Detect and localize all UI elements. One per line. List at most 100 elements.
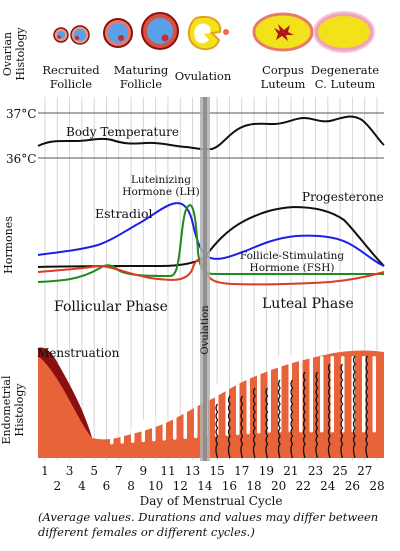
stage-label-degenerate-2: C. Luteum <box>315 77 376 91</box>
endometrial-gland <box>173 404 177 440</box>
endometrial-gland <box>246 368 250 435</box>
day-label-5: 5 <box>90 464 98 478</box>
spiral-artery <box>315 371 319 459</box>
endometrial-gland <box>320 356 324 433</box>
ovulating-follicle <box>188 16 229 51</box>
stage-label-maturing: Maturing <box>114 63 169 77</box>
day-label-26: 26 <box>345 479 360 493</box>
day-label-8: 8 <box>127 479 135 493</box>
fsh-label-line1: Follicle-Stimulating <box>240 250 345 262</box>
day-label-15: 15 <box>210 464 225 478</box>
stage-label-ovulation: Ovulation <box>175 69 232 83</box>
stage-label-recruited-2: Follicle <box>50 77 92 91</box>
day-axis-title: Day of Menstrual Cycle <box>140 494 283 508</box>
ovarian-histology-axis-label: Ovarian Histology <box>1 27 27 81</box>
endometrial-histology-axis-label: Endometrial Histology <box>0 375 26 444</box>
svg-text:Histology: Histology <box>13 383 26 437</box>
stage-label-maturing-2: Follicle <box>120 77 162 91</box>
endometrial-gland <box>162 409 166 441</box>
day-label-12: 12 <box>173 479 188 493</box>
estradiol-label: Estradiol <box>95 206 153 221</box>
day-label-17: 17 <box>234 464 249 478</box>
figure-caption: (Average values. Durations and values ma… <box>38 510 379 539</box>
day-label-6: 6 <box>103 479 111 493</box>
day-label-18: 18 <box>246 479 261 493</box>
day-label-3: 3 <box>66 464 74 478</box>
fsh-label-line2: Hormone (FSH) <box>250 262 335 274</box>
day-label-25: 25 <box>332 464 347 478</box>
lh-label-line2: Hormone (LH) <box>122 186 199 198</box>
endometrium <box>38 347 384 459</box>
endometrial-lining <box>38 350 384 458</box>
day-label-1: 1 <box>41 464 49 478</box>
spiral-artery <box>215 403 219 459</box>
day-label-22: 22 <box>296 479 311 493</box>
day-label-4: 4 <box>78 479 86 493</box>
day-label-24: 24 <box>320 479 336 493</box>
stage-labels: Recruited Follicle Maturing Follicle Ovu… <box>42 63 379 91</box>
spiral-artery <box>340 363 344 459</box>
endometrial-gland <box>362 356 366 433</box>
hormones-axis-label: Hormones <box>2 216 15 274</box>
endometrial-gland <box>110 435 114 445</box>
spiral-arteries <box>202 355 369 459</box>
day-label-27: 27 <box>357 464 372 478</box>
stage-label-corpus-2: Luteum <box>261 77 306 91</box>
hormone-curves <box>37 202 385 286</box>
spiral-artery <box>277 379 281 459</box>
menstruation-label: Menstruation <box>37 346 120 360</box>
endometrial-gland <box>236 373 240 436</box>
endometrial-gland <box>267 357 271 433</box>
temp-36-label: 36°C <box>6 152 36 166</box>
day-label-23: 23 <box>308 464 323 478</box>
day-label-16: 16 <box>222 479 237 493</box>
ovarian-histology-stages <box>53 11 375 53</box>
spiral-artery <box>265 387 269 459</box>
endometrial-gland <box>257 362 261 434</box>
day-axis-labels: 1234567891011121314151617181920212223242… <box>41 464 384 493</box>
day-label-19: 19 <box>259 464 274 478</box>
endometrial-gland <box>194 394 198 439</box>
luteal-phase-label: Luteal Phase <box>262 296 354 312</box>
stage-label-recruited: Recruited <box>42 63 100 77</box>
ovulation-band-core <box>203 97 207 461</box>
lh-curve <box>37 203 384 283</box>
day-label-11: 11 <box>160 464 175 478</box>
endometrial-gland <box>330 356 334 433</box>
day-label-28: 28 <box>369 479 384 493</box>
recruited-follicle-2 <box>70 25 90 45</box>
estradiol-curve <box>37 202 385 267</box>
day-label-10: 10 <box>148 479 163 493</box>
day-label-9: 9 <box>140 464 148 478</box>
spiral-artery <box>252 387 256 459</box>
stage-label-degenerate: Degenerate <box>311 63 379 77</box>
corpus-luteum <box>252 12 314 52</box>
maturing-follicle-2 <box>141 12 179 50</box>
endometrial-gland <box>152 414 156 442</box>
day-label-21: 21 <box>283 464 298 478</box>
endometrial-gland <box>309 356 313 433</box>
svg-text:Histology: Histology <box>14 27 27 81</box>
fsh-curve <box>37 259 385 286</box>
degenerate-corpus-luteum <box>313 11 375 53</box>
day-label-20: 20 <box>271 479 286 493</box>
svg-text:Ovarian: Ovarian <box>1 32 14 76</box>
ovulation-band-label: Ovulation <box>200 305 211 355</box>
spiral-artery <box>290 379 294 459</box>
maturing-follicle-1 <box>103 18 133 48</box>
endometrial-gland <box>183 399 187 439</box>
body-temperature-curve <box>37 115 385 151</box>
follicular-phase-label: Follicular Phase <box>54 299 168 315</box>
day-label-7: 7 <box>115 464 123 478</box>
body-temperature-label: Body Temperature <box>66 125 179 139</box>
svg-text:Ovulation: Ovulation <box>200 305 211 355</box>
stage-label-corpus: Corpus <box>262 63 304 77</box>
svg-text:Endometrial: Endometrial <box>0 375 13 444</box>
endometrial-gland <box>131 425 135 443</box>
svg-text:Hormones: Hormones <box>2 216 15 274</box>
progesterone-label: Progesterone <box>302 190 384 204</box>
progesterone-curve <box>37 205 385 268</box>
day-label-13: 13 <box>185 464 200 478</box>
day-label-14: 14 <box>197 479 213 493</box>
